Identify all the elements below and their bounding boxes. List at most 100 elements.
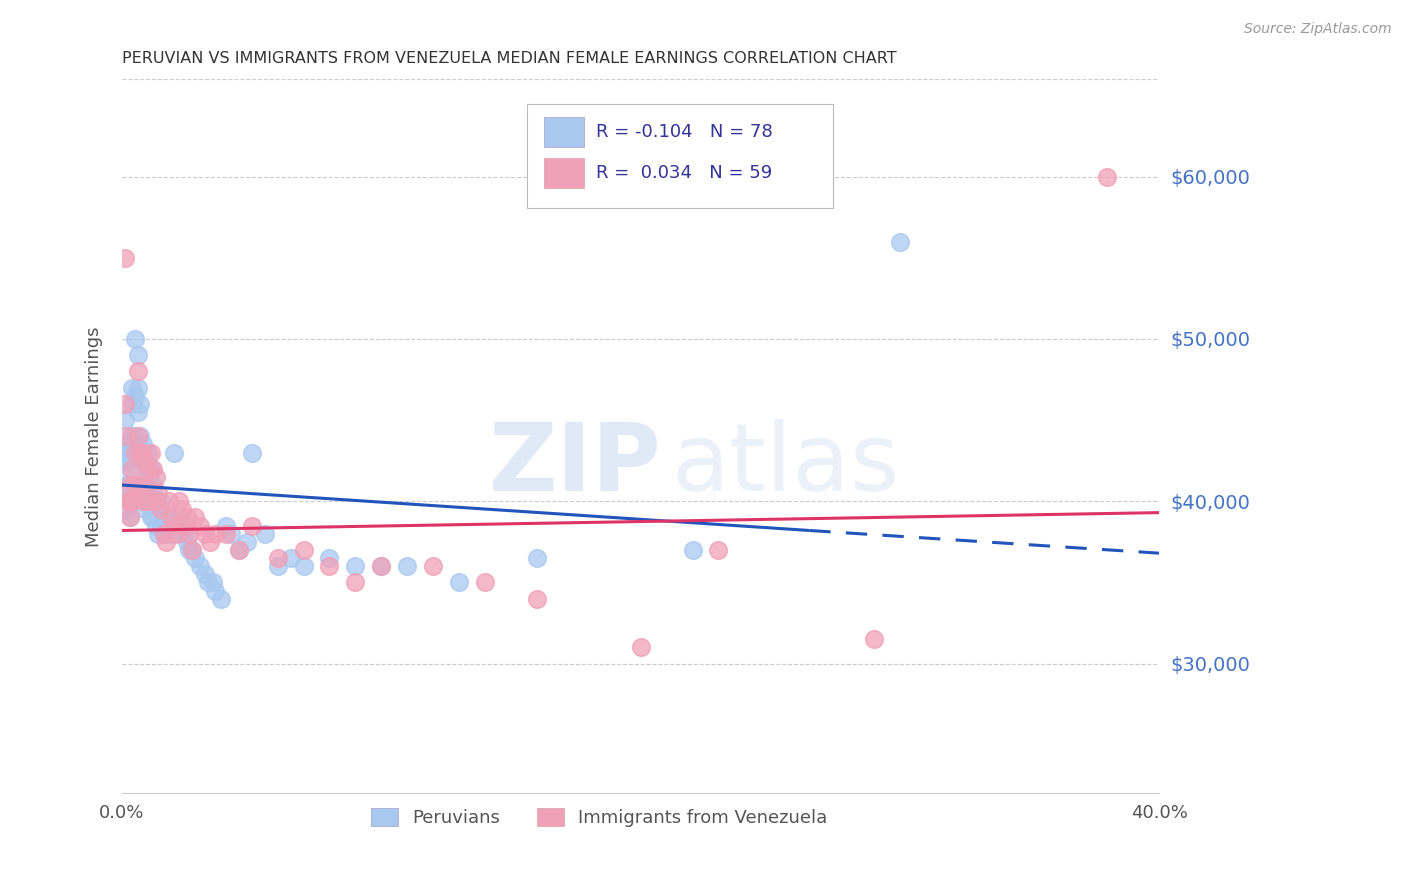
Point [149,494,172,508]
Point [118,494,141,508]
Point [115,453,138,467]
Point [292,559,315,574]
Point [266,559,288,574]
Point [136,486,159,500]
Point [115,494,138,508]
Point [183,510,205,524]
Point [219,526,242,541]
Text: R =  0.034   N = 59: R = 0.034 N = 59 [596,164,772,182]
Point [370,559,392,574]
Point [139,510,162,524]
Point [474,575,496,590]
Point [194,567,217,582]
Point [136,470,159,484]
Point [176,534,198,549]
Point [209,591,232,606]
Point [114,251,136,265]
Text: Source: ZipAtlas.com: Source: ZipAtlas.com [1244,22,1392,37]
Point [235,534,257,549]
Point [136,462,159,476]
Point [139,462,162,476]
Point [145,470,167,484]
Point [173,526,195,541]
Point [134,453,156,467]
Point [170,502,193,516]
Point [124,478,146,492]
Text: atlas: atlas [672,419,900,511]
Point [118,478,141,492]
Point [129,429,152,443]
Point [121,397,143,411]
Point [707,543,730,558]
Point [1097,169,1119,184]
Point [115,437,138,451]
Point [155,518,177,533]
Point [132,494,155,508]
Point [129,445,152,459]
Point [318,559,340,574]
Point [292,543,315,558]
Point [142,462,165,476]
Point [179,526,201,541]
Point [134,478,156,492]
FancyBboxPatch shape [544,158,583,188]
Point [157,494,180,508]
Point [889,235,911,249]
Point [132,453,155,467]
Point [204,526,226,541]
Point [124,389,146,403]
Point [163,518,186,533]
Point [163,445,186,459]
Point [526,551,548,566]
Point [449,575,471,590]
Point [145,494,167,508]
Point [344,575,367,590]
Text: R = -0.104   N = 78: R = -0.104 N = 78 [596,123,773,141]
Point [181,543,204,558]
Point [136,494,159,508]
Point [526,591,548,606]
Legend: Peruvians, Immigrants from Venezuela: Peruvians, Immigrants from Venezuela [364,800,835,834]
Point [127,437,149,451]
Point [228,543,250,558]
Point [124,332,146,346]
Point [142,510,165,524]
Point [121,429,143,443]
Point [127,405,149,419]
Point [318,551,340,566]
FancyBboxPatch shape [527,104,832,208]
Point [370,559,392,574]
Point [157,510,180,524]
Point [253,526,276,541]
Point [228,543,250,558]
Point [266,551,288,566]
Point [132,494,155,508]
Point [863,632,886,647]
Point [152,510,174,524]
Point [114,445,136,459]
Y-axis label: Median Female Earnings: Median Female Earnings [86,326,103,547]
Text: PERUVIAN VS IMMIGRANTS FROM VENEZUELA MEDIAN FEMALE EARNINGS CORRELATION CHART: PERUVIAN VS IMMIGRANTS FROM VENEZUELA ME… [122,51,897,66]
Point [132,445,155,459]
Point [124,445,146,459]
Point [240,445,263,459]
Point [396,559,419,574]
Point [201,575,224,590]
Point [148,486,170,500]
Point [134,478,156,492]
Point [129,445,152,459]
Point [127,348,149,362]
Point [132,478,155,492]
Point [167,494,190,508]
Point [149,502,172,516]
Point [114,478,136,492]
Point [160,510,183,524]
Point [240,518,263,533]
Point [204,583,226,598]
Point [344,559,367,574]
Point [118,462,141,476]
Point [115,429,138,443]
Point [148,526,170,541]
Point [121,437,143,451]
Point [173,518,195,533]
